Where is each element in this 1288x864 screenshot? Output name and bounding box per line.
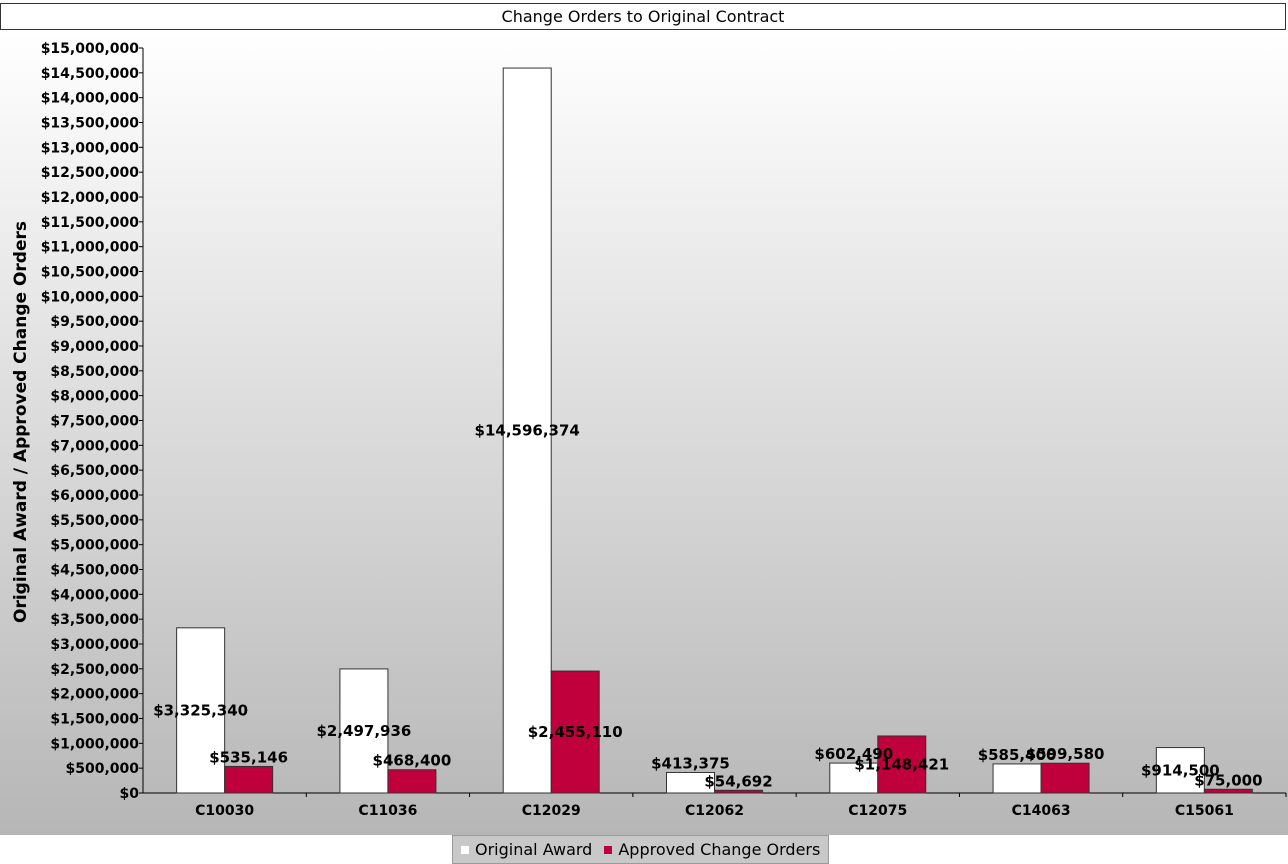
x-tick-label: C12029 (522, 803, 581, 819)
data-label: $2,497,936 (316, 722, 411, 740)
data-label: $602,490 (814, 745, 893, 763)
y-tick-label: $1,000,000 (50, 736, 139, 752)
legend-item-approved-change-orders: Approved Change Orders (604, 840, 820, 859)
bar (387, 769, 437, 794)
bar (666, 771, 715, 794)
data-label: $14,596,374 (475, 422, 580, 440)
data-label: $2,455,110 (528, 723, 623, 741)
x-tick-label: C12062 (685, 803, 744, 819)
y-tick-label: $13,500,000 (41, 116, 140, 132)
data-label: $413,375 (651, 754, 730, 772)
y-tick-label: $14,000,000 (41, 91, 140, 107)
legend-swatch-approved-change-orders (604, 845, 613, 854)
bar (339, 668, 389, 794)
x-tick-label: C12075 (848, 803, 907, 819)
y-tick-label: $7,000,000 (50, 438, 139, 454)
y-tick-label: $6,000,000 (50, 488, 139, 504)
data-label: $535,146 (209, 748, 288, 766)
y-axis-label: Original Award / Approved Change Orders (11, 221, 31, 623)
legend-label-approved-change-orders: Approved Change Orders (618, 840, 821, 859)
y-tick-label: $3,000,000 (50, 637, 139, 653)
y-tick-label: $5,500,000 (50, 513, 139, 529)
y-tick-label: $13,000,000 (41, 140, 140, 156)
bar (176, 627, 226, 794)
bar (714, 789, 763, 794)
y-tick-label: $2,500,000 (50, 662, 139, 678)
data-label: $914,500 (1141, 761, 1220, 779)
y-tick-label: $9,000,000 (50, 339, 139, 355)
y-tick-label: $4,000,000 (50, 587, 139, 603)
bar (877, 735, 927, 794)
y-tick-label: $11,500,000 (41, 215, 140, 231)
x-tick-label: C10030 (195, 803, 254, 819)
x-tick-label: C15061 (1175, 803, 1234, 819)
x-tick-label: C11036 (358, 803, 417, 819)
bars (176, 67, 1253, 794)
bar (1155, 747, 1205, 794)
y-tick-label: $9,500,000 (50, 314, 139, 330)
bar (550, 670, 600, 794)
y-tick-label: $12,000,000 (41, 190, 140, 206)
data-label: $468,400 (373, 752, 452, 770)
y-tick-label: $2,000,000 (50, 687, 139, 703)
y-tick-label: $8,000,000 (50, 389, 139, 405)
legend-label-original-award: Original Award (475, 840, 593, 859)
bar (224, 765, 274, 794)
data-labels: $3,325,340$2,497,936$14,596,374$413,375$… (153, 422, 1262, 791)
y-tick-label: $500,000 (65, 761, 139, 777)
data-label: $585,400 (978, 746, 1057, 764)
legend-swatch-original-award (461, 845, 469, 854)
y-tick-label: $1,500,000 (50, 712, 139, 728)
y-tick-label: $8,500,000 (50, 364, 139, 380)
y-axis: $0 $500,000 $1,000,000 $1,500,000 $2,000,000… (41, 41, 144, 802)
y-tick-label: $10,500,000 (41, 265, 140, 281)
y-tick-label: $14,500,000 (41, 66, 140, 82)
bar-chart: $0 $500,000 $1,000,000 $1,500,000 $2,000,000… (0, 32, 1288, 835)
y-tick-label: $11,000,000 (41, 240, 140, 256)
y-tick-label: $0 (120, 786, 140, 802)
x-axis: C10030 C11036 C12029 C12062 C12075 C14063 C150… (143, 792, 1287, 819)
bar (1203, 788, 1253, 794)
y-tick-label: $5,000,000 (50, 538, 139, 554)
data-label: $599,580 (1026, 745, 1105, 763)
bar (1040, 762, 1090, 794)
y-tick-label: $15,000,000 (41, 41, 140, 57)
data-label: $3,325,340 (153, 701, 248, 719)
bar (829, 762, 879, 794)
chart-title: Change Orders to Original Contract (0, 3, 1286, 30)
y-tick-label: $12,500,000 (41, 165, 140, 181)
y-tick-label: $7,500,000 (50, 414, 139, 430)
y-tick-label: $6,500,000 (50, 463, 139, 479)
data-label: $1,148,421 (854, 755, 949, 773)
data-label: $54,692 (704, 772, 772, 790)
y-tick-label: $3,500,000 (50, 612, 139, 628)
legend: Original Award Approved Change Orders (452, 835, 830, 864)
data-label: $75,000 (1194, 771, 1262, 789)
bar (502, 67, 552, 794)
y-tick-label: $4,500,000 (50, 563, 139, 579)
x-tick-label: C14063 (1012, 803, 1071, 819)
legend-item-original-award: Original Award (461, 840, 592, 859)
y-tick-label: $10,000,000 (41, 289, 140, 305)
bar (992, 763, 1042, 794)
